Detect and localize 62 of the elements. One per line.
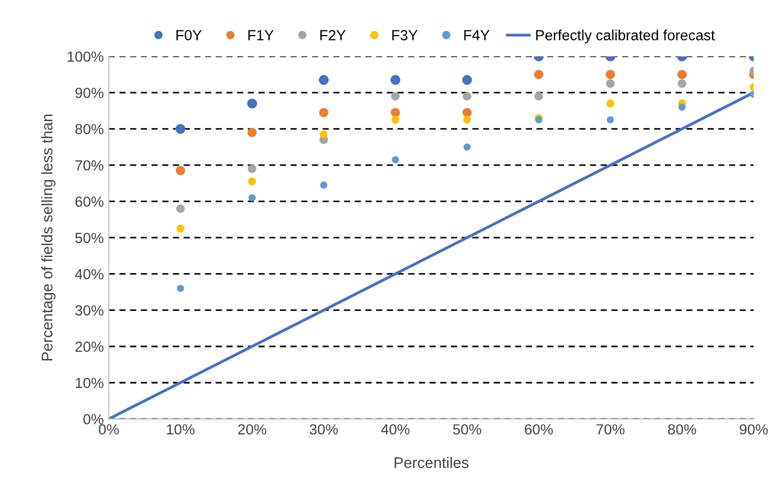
legend-label: F1Y <box>248 30 274 40</box>
point <box>391 116 400 124</box>
legend-label: F4Y <box>464 30 490 40</box>
point <box>392 156 399 164</box>
x-tick-label: 60% <box>524 424 553 435</box>
point <box>319 108 328 118</box>
point <box>320 182 328 189</box>
point <box>534 70 544 80</box>
y-tick-label: 0% <box>83 414 104 424</box>
y-tick-label: 50% <box>75 232 104 244</box>
point <box>176 204 185 213</box>
point <box>176 224 184 233</box>
point <box>390 75 400 85</box>
point <box>606 116 614 124</box>
point <box>318 75 329 85</box>
x-tick-label: 80% <box>668 424 696 435</box>
legend-label: Perfectly calibrated forecast <box>536 30 715 44</box>
x-tick-label: 20% <box>238 424 266 435</box>
point <box>678 104 686 111</box>
x-tick-label: 0% <box>98 424 119 435</box>
y-tick-label: 90% <box>75 88 104 98</box>
x-tick-label: 50% <box>453 424 482 435</box>
x-tick-label: 40% <box>381 424 410 435</box>
x-tick-label: 70% <box>596 424 624 435</box>
point <box>176 166 186 176</box>
point <box>248 164 256 174</box>
y-axis-title: Percentage of fields selling less than <box>41 114 56 360</box>
point <box>462 75 472 85</box>
y-tick-label: 80% <box>75 124 104 134</box>
point <box>463 116 471 124</box>
point <box>606 70 615 80</box>
point <box>462 92 472 101</box>
y-tick-label: 60% <box>75 196 104 207</box>
y-tick-label: 10% <box>76 378 104 388</box>
x-tick-label: 90% <box>740 424 768 435</box>
x-tick-label: 30% <box>310 424 338 435</box>
y-tick-label: 70% <box>75 160 104 171</box>
point <box>247 98 258 108</box>
point <box>606 100 614 108</box>
x-tick-label: 10% <box>166 424 195 435</box>
point <box>320 130 328 138</box>
y-tick-label: 40% <box>75 269 104 280</box>
legend-label: F2Y <box>320 30 346 40</box>
point <box>391 92 400 101</box>
point <box>247 128 257 138</box>
y-tick-label: 100% <box>68 51 104 62</box>
legend-label: F3Y <box>392 30 418 40</box>
point <box>678 79 686 88</box>
point <box>390 108 400 118</box>
point <box>176 124 186 134</box>
point <box>248 178 256 186</box>
y-tick-label: 30% <box>75 305 104 316</box>
x-axis-title: Percentiles <box>394 456 468 468</box>
point <box>248 194 256 202</box>
point <box>464 143 471 151</box>
point <box>534 92 543 101</box>
y-tick-label: 20% <box>75 342 104 352</box>
legend-label: F0Y <box>176 30 202 40</box>
point <box>176 284 184 292</box>
point <box>462 108 472 118</box>
point <box>606 79 615 88</box>
point <box>677 70 687 80</box>
